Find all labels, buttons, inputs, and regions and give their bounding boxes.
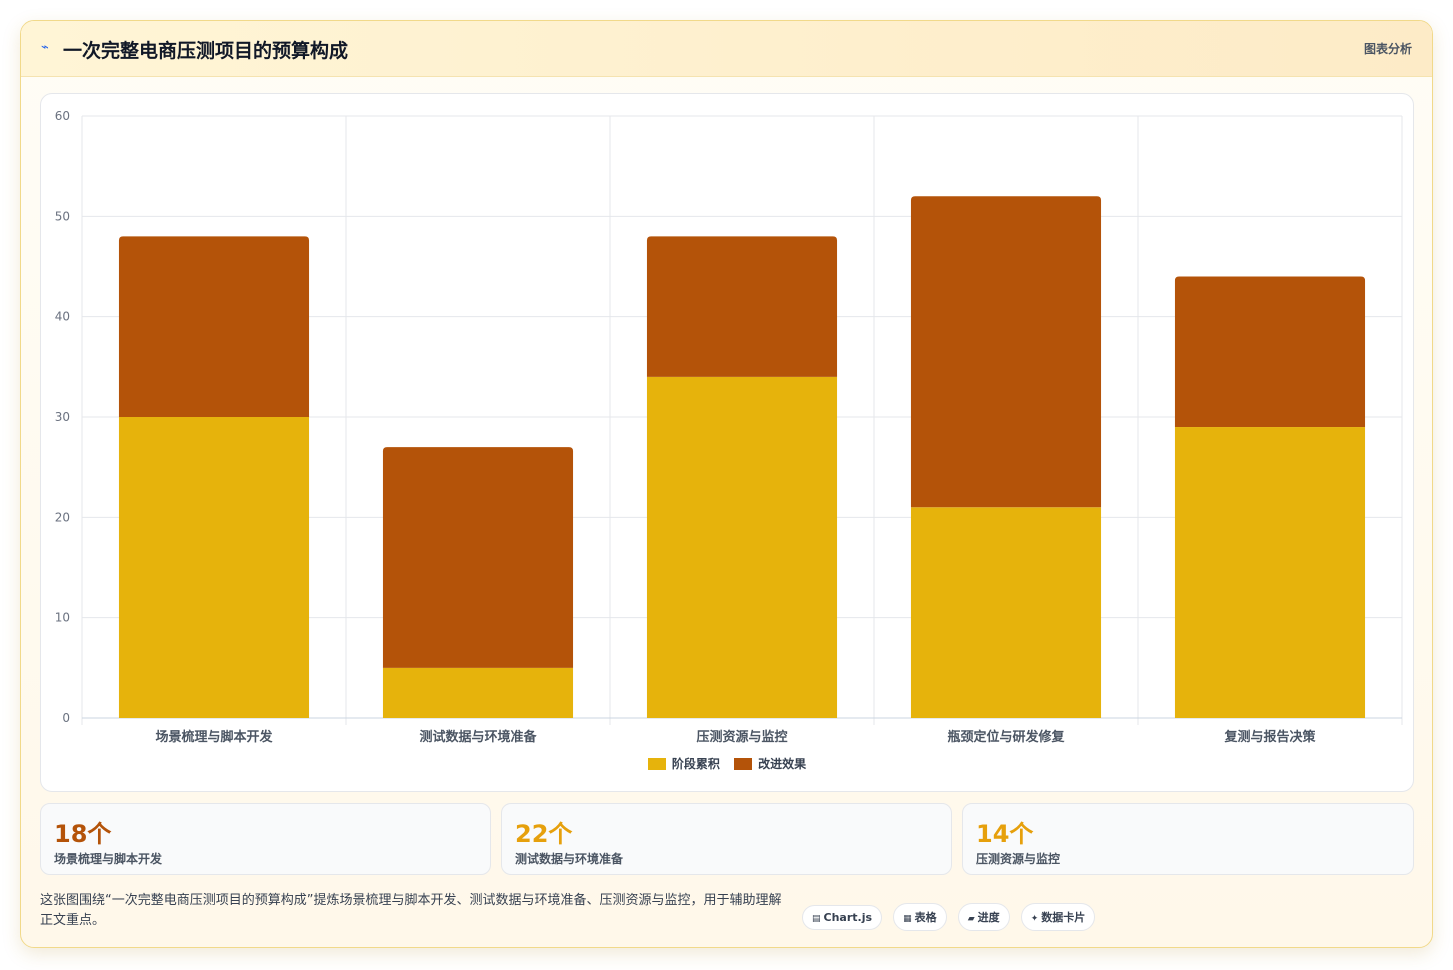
legend-swatch	[734, 758, 753, 770]
y-tick-label: 30	[55, 410, 70, 424]
legend-item-effect[interactable]: 改进效果	[734, 755, 806, 772]
pill-progress[interactable]: ▰ 进度	[957, 903, 1010, 931]
chart-card: ⌁ 一次完整电商压测项目的预算构成 图表分析 0 10 20 30 40 50 60 场景梳理…	[20, 20, 1433, 948]
chart-title: 一次完整电商压测项目的预算构成	[63, 40, 349, 62]
stat-card: 18个 场景梳理与脚本开发	[40, 803, 491, 875]
legend-item-stage[interactable]: 阶段累积	[647, 755, 720, 772]
y-tick-label: 10	[55, 611, 70, 625]
x-tick-label: 场景梳理与脚本开发	[155, 729, 273, 745]
legend-swatch	[647, 758, 666, 770]
bar-segment	[1174, 276, 1366, 428]
stat-card: 22个 测试数据与环境准备	[501, 803, 952, 875]
pill-chartjs[interactable]: ▤ Chart.js	[802, 905, 883, 930]
y-tick-label: 50	[55, 209, 70, 223]
header-tag: 图表分析	[1363, 42, 1412, 56]
x-tick-label: 压测资源与监控	[696, 729, 787, 745]
x-tick-label: 测试数据与环境准备	[419, 729, 537, 745]
bar-segment	[118, 236, 310, 417]
chart-icon: ▤	[812, 914, 821, 924]
bar-segment	[1174, 427, 1366, 718]
bar-segment	[382, 447, 574, 668]
card-icon: ✦	[1030, 914, 1039, 924]
stat-label: 压测资源与监控	[976, 852, 1061, 866]
stat-value: 14个	[976, 820, 1034, 848]
legend-label: 阶段累积	[671, 757, 720, 771]
stat-card: 14个 压测资源与监控	[962, 803, 1414, 875]
pill-label: Chart.js	[823, 911, 873, 924]
card-header: ⌁ 一次完整电商压测项目的预算构成 图表分析	[21, 21, 1432, 77]
pill-table[interactable]: ▦ 表格	[893, 903, 947, 931]
stat-value: 22个	[515, 820, 573, 848]
y-tick-label: 20	[55, 510, 70, 524]
tag-pills: ▤ Chart.js ▦ 表格 ▰ 进度 ✦ 数据卡片	[802, 903, 1101, 931]
chart-area: 0 10 20 30 40 50 60 场景梳理与脚本开发 测试数据与环境准备 压测资源与监控 瓶颈…	[40, 93, 1414, 792]
pill-label: 数据卡片	[1041, 911, 1086, 924]
chart-description: 这张图围绕“一次完整电商压测项目的预算构成”提炼场景梳理与脚本开发、测试数据与环…	[40, 893, 782, 928]
x-tick-label: 复测与报告决策	[1223, 729, 1316, 745]
y-tick-label: 40	[55, 310, 70, 324]
progress-icon: ▰	[967, 914, 975, 924]
x-tick-label: 瓶颈定位与研发修复	[947, 729, 1065, 745]
pill-label: 进度	[977, 911, 1000, 924]
y-tick-label: 60	[55, 109, 70, 123]
bar-segment	[382, 667, 574, 718]
bar-segment	[910, 507, 1102, 718]
bar-segment	[646, 236, 838, 377]
stat-value: 18个	[54, 820, 112, 848]
bar-segment	[118, 417, 310, 718]
bar-segment	[646, 376, 838, 718]
pill-data-card[interactable]: ✦ 数据卡片	[1020, 903, 1096, 931]
stacked-bar-chart: 0 10 20 30 40 50 60 场景梳理与脚本开发 测试数据与环境准备 压测资源与监控 瓶颈…	[55, 109, 1403, 745]
table-icon: ▦	[903, 914, 912, 924]
bar-segment	[910, 196, 1102, 508]
legend-label: 改进效果	[758, 757, 807, 771]
pill-label: 表格	[914, 911, 937, 924]
y-tick-label: 0	[62, 711, 70, 725]
chart-legend: 阶段累积 改进效果	[41, 755, 1413, 772]
chart-title-icon: ⌁	[41, 40, 49, 55]
stat-label: 测试数据与环境准备	[515, 852, 624, 866]
stat-label: 场景梳理与脚本开发	[54, 852, 163, 866]
